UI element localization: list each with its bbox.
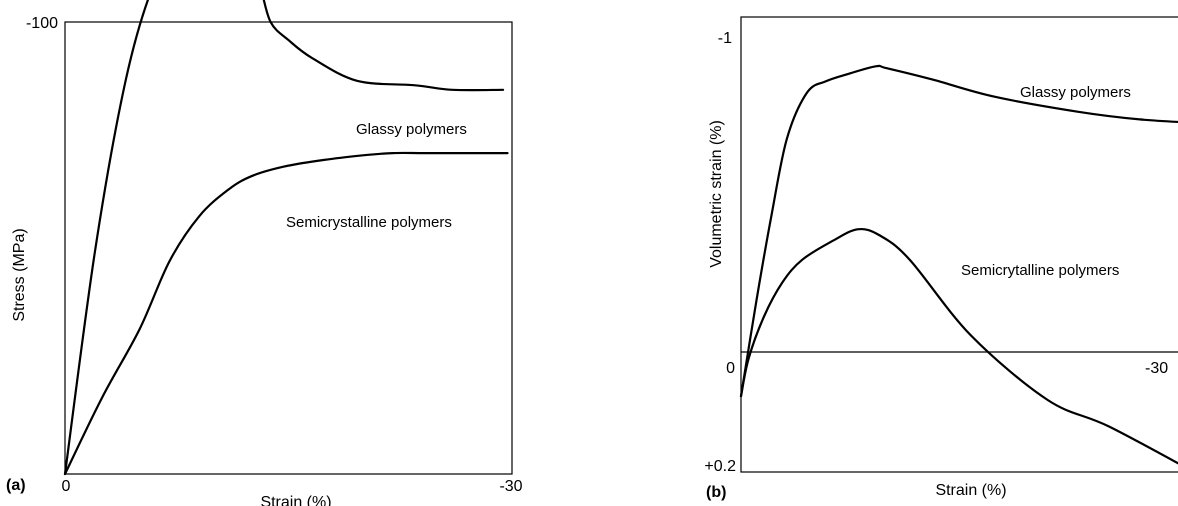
x-axis-title-b: Strain (%)	[935, 482, 1006, 499]
x-axis-title-a: Strain (%)	[260, 494, 331, 506]
series-label-glassy-a: Glassy polymers	[356, 121, 467, 138]
x-tick-left-a: 0	[62, 478, 71, 495]
series-label-semicrystalline-b: Semicrytalline polymers	[961, 262, 1119, 279]
chart-panel-b: -1 0 +0.2 -30 Strain (%) Volumetric stra…	[704, 16, 1178, 501]
y-tick-top-b: -1	[718, 30, 732, 47]
x-tick-right-a: -30	[499, 478, 522, 495]
series-group-b	[739, 64, 1178, 465]
series-group-a	[63, 0, 509, 476]
panel-label-b: (b)	[706, 484, 726, 501]
series-label-semicrystalline-a: Semicrystalline polymers	[286, 214, 452, 231]
series-line-glassy-b	[739, 64, 1178, 398]
chart-panel-a: -100 0 -30 Strain (%) Stress (MPa) Glass…	[6, 0, 523, 506]
x-tick-right-b: -30	[1145, 360, 1168, 377]
y-tick-bottom-b: +0.2	[704, 458, 736, 475]
series-line-semicrystalline-a	[63, 151, 509, 476]
y-axis-title-b: Volumetric strain (%)	[708, 120, 725, 268]
y-tick-zero-b: 0	[726, 360, 735, 377]
plot-frame-b	[740, 16, 1178, 473]
plot-frame-a	[64, 21, 513, 475]
panel-label-a: (a)	[6, 477, 26, 494]
series-line-semicrystalline-b	[739, 227, 1178, 465]
y-tick-top-a: -100	[26, 15, 58, 32]
y-axis-title-a: Stress (MPa)	[11, 228, 28, 321]
series-line-glassy-a	[63, 0, 505, 476]
series-label-glassy-b: Glassy polymers	[1020, 84, 1131, 101]
